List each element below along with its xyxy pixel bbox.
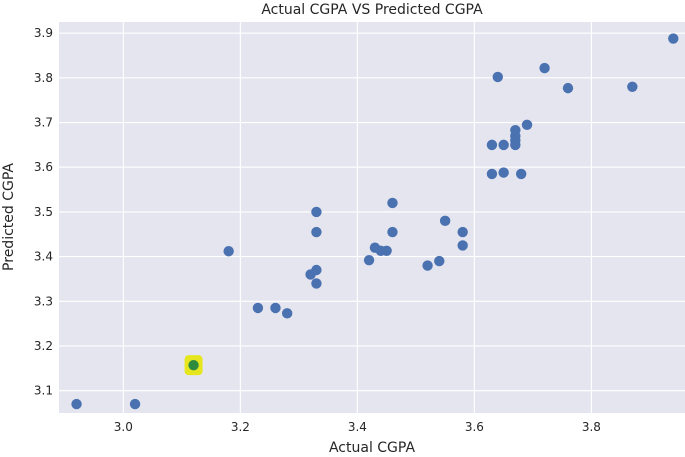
data-point [668, 33, 679, 44]
data-point [311, 206, 322, 218]
x-tick-label: 3.0 [114, 420, 133, 434]
x-tick-label: 3.8 [582, 420, 601, 434]
data-point [498, 139, 509, 151]
data-point [492, 71, 503, 83]
data-point [387, 226, 398, 238]
data-point [498, 167, 509, 178]
y-tick-label: 3.2 [34, 339, 53, 353]
data-point [562, 82, 574, 94]
data-point [270, 302, 281, 314]
data-point [539, 62, 550, 74]
data-point [363, 254, 375, 266]
data-point [223, 246, 234, 257]
data-point [422, 260, 433, 271]
data-point [281, 308, 293, 319]
y-tick-label: 3.6 [34, 160, 53, 174]
x-axis-label: Actual CGPA [329, 440, 415, 456]
data-point [486, 168, 498, 180]
data-point [439, 215, 451, 227]
y-axis-label: Predicted CGPA [1, 163, 17, 271]
data-point [457, 240, 468, 251]
y-tick-label: 3.3 [34, 294, 53, 308]
data-point [510, 124, 521, 136]
data-point [311, 278, 322, 289]
y-tick-label: 3.4 [34, 250, 53, 264]
data-point [387, 197, 398, 209]
data-point [129, 398, 141, 410]
chart-title: Actual CGPA VS Predicted CGPA [261, 2, 483, 18]
grid [59, 22, 685, 413]
data-point [457, 226, 468, 238]
data-point [627, 81, 638, 92]
y-tick-label: 3.8 [34, 71, 53, 85]
data-point [521, 119, 533, 130]
data-point [515, 168, 527, 180]
data-point [71, 398, 82, 410]
data-point-highlighted [188, 359, 199, 371]
y-axis-ticks: 3.1 3.2 3.3 3.4 3.5 3.6 3.7 3.8 3.9 [34, 26, 53, 397]
x-tick-label: 3.4 [348, 420, 367, 434]
data-point [486, 139, 498, 151]
y-tick-label: 3.9 [34, 26, 53, 40]
data-point [381, 245, 392, 256]
data-point [311, 264, 322, 276]
data-point [252, 302, 264, 314]
data-point [311, 226, 322, 238]
plot-area [59, 22, 685, 413]
y-tick-label: 3.5 [34, 205, 53, 219]
x-axis-ticks: 3.0 3.2 3.4 3.6 3.8 [114, 420, 601, 434]
x-tick-label: 3.6 [465, 420, 484, 434]
x-tick-label: 3.2 [231, 420, 250, 434]
y-tick-label: 3.7 [34, 116, 53, 130]
data-point [434, 255, 445, 267]
y-tick-label: 3.1 [34, 384, 53, 398]
data-points [71, 33, 679, 410]
